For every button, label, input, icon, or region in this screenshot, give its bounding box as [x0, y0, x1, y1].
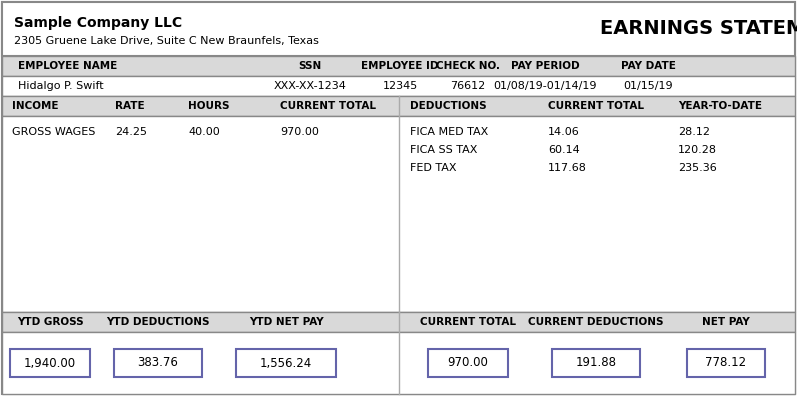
Text: 117.68: 117.68	[548, 163, 587, 173]
Bar	[2, 312, 795, 332]
Text: PAY DATE: PAY DATE	[621, 61, 675, 71]
Text: CHECK NO.: CHECK NO.	[436, 61, 500, 71]
Text: EMPLOYEE NAME: EMPLOYEE NAME	[18, 61, 117, 71]
Bar	[552, 349, 640, 377]
Text: HOURS: HOURS	[188, 101, 230, 111]
Text: 778.12: 778.12	[705, 356, 747, 369]
Bar	[428, 349, 508, 377]
Text: 01/08/19-01/14/19: 01/08/19-01/14/19	[493, 81, 597, 91]
Text: EARNINGS STATEMENT: EARNINGS STATEMENT	[600, 19, 797, 38]
Bar	[2, 76, 795, 96]
Bar	[2, 332, 795, 394]
Text: 970.00: 970.00	[448, 356, 489, 369]
Text: 60.14: 60.14	[548, 145, 579, 155]
Text: 24.25: 24.25	[115, 127, 147, 137]
Text: YEAR-TO-DATE: YEAR-TO-DATE	[678, 101, 762, 111]
Text: XXX-XX-1234: XXX-XX-1234	[273, 81, 347, 91]
Text: GROSS WAGES: GROSS WAGES	[12, 127, 96, 137]
Bar	[10, 349, 90, 377]
Text: 1,940.00: 1,940.00	[24, 356, 76, 369]
Bar	[236, 349, 336, 377]
Text: SSN: SSN	[298, 61, 322, 71]
Text: 40.00: 40.00	[188, 127, 220, 137]
Text: YTD GROSS: YTD GROSS	[17, 317, 84, 327]
Text: 01/15/19: 01/15/19	[623, 81, 673, 91]
Text: YTD NET PAY: YTD NET PAY	[249, 317, 324, 327]
Text: FICA SS TAX: FICA SS TAX	[410, 145, 477, 155]
Text: Hidalgo P. Swift: Hidalgo P. Swift	[18, 81, 104, 91]
Text: 120.28: 120.28	[678, 145, 717, 155]
Text: Sample Company LLC: Sample Company LLC	[14, 16, 183, 30]
Text: 191.88: 191.88	[575, 356, 617, 369]
Text: CURRENT TOTAL: CURRENT TOTAL	[280, 101, 376, 111]
Text: 383.76: 383.76	[138, 356, 179, 369]
Text: CURRENT DEDUCTIONS: CURRENT DEDUCTIONS	[528, 317, 664, 327]
Text: 12345: 12345	[383, 81, 418, 91]
Bar	[2, 96, 795, 116]
Text: CURRENT TOTAL: CURRENT TOTAL	[420, 317, 516, 327]
Text: EMPLOYEE ID: EMPLOYEE ID	[361, 61, 439, 71]
Text: PAY PERIOD: PAY PERIOD	[511, 61, 579, 71]
Text: INCOME: INCOME	[12, 101, 58, 111]
Text: DEDUCTIONS: DEDUCTIONS	[410, 101, 487, 111]
Text: FED TAX: FED TAX	[410, 163, 457, 173]
Text: 14.06: 14.06	[548, 127, 579, 137]
Bar	[687, 349, 765, 377]
Bar	[2, 116, 795, 312]
Text: YTD DEDUCTIONS: YTD DEDUCTIONS	[106, 317, 210, 327]
Text: 970.00: 970.00	[280, 127, 319, 137]
Text: CURRENT TOTAL: CURRENT TOTAL	[548, 101, 644, 111]
Text: NET PAY: NET PAY	[702, 317, 750, 327]
Text: 1,556.24: 1,556.24	[260, 356, 312, 369]
Bar	[2, 2, 795, 56]
Bar	[2, 56, 795, 76]
Text: 235.36: 235.36	[678, 163, 717, 173]
Text: 2305 Gruene Lake Drive, Suite C New Braunfels, Texas: 2305 Gruene Lake Drive, Suite C New Brau…	[14, 36, 319, 46]
Text: RATE: RATE	[115, 101, 144, 111]
Bar	[114, 349, 202, 377]
Text: 76612: 76612	[450, 81, 485, 91]
Text: FICA MED TAX: FICA MED TAX	[410, 127, 489, 137]
Text: 28.12: 28.12	[678, 127, 710, 137]
